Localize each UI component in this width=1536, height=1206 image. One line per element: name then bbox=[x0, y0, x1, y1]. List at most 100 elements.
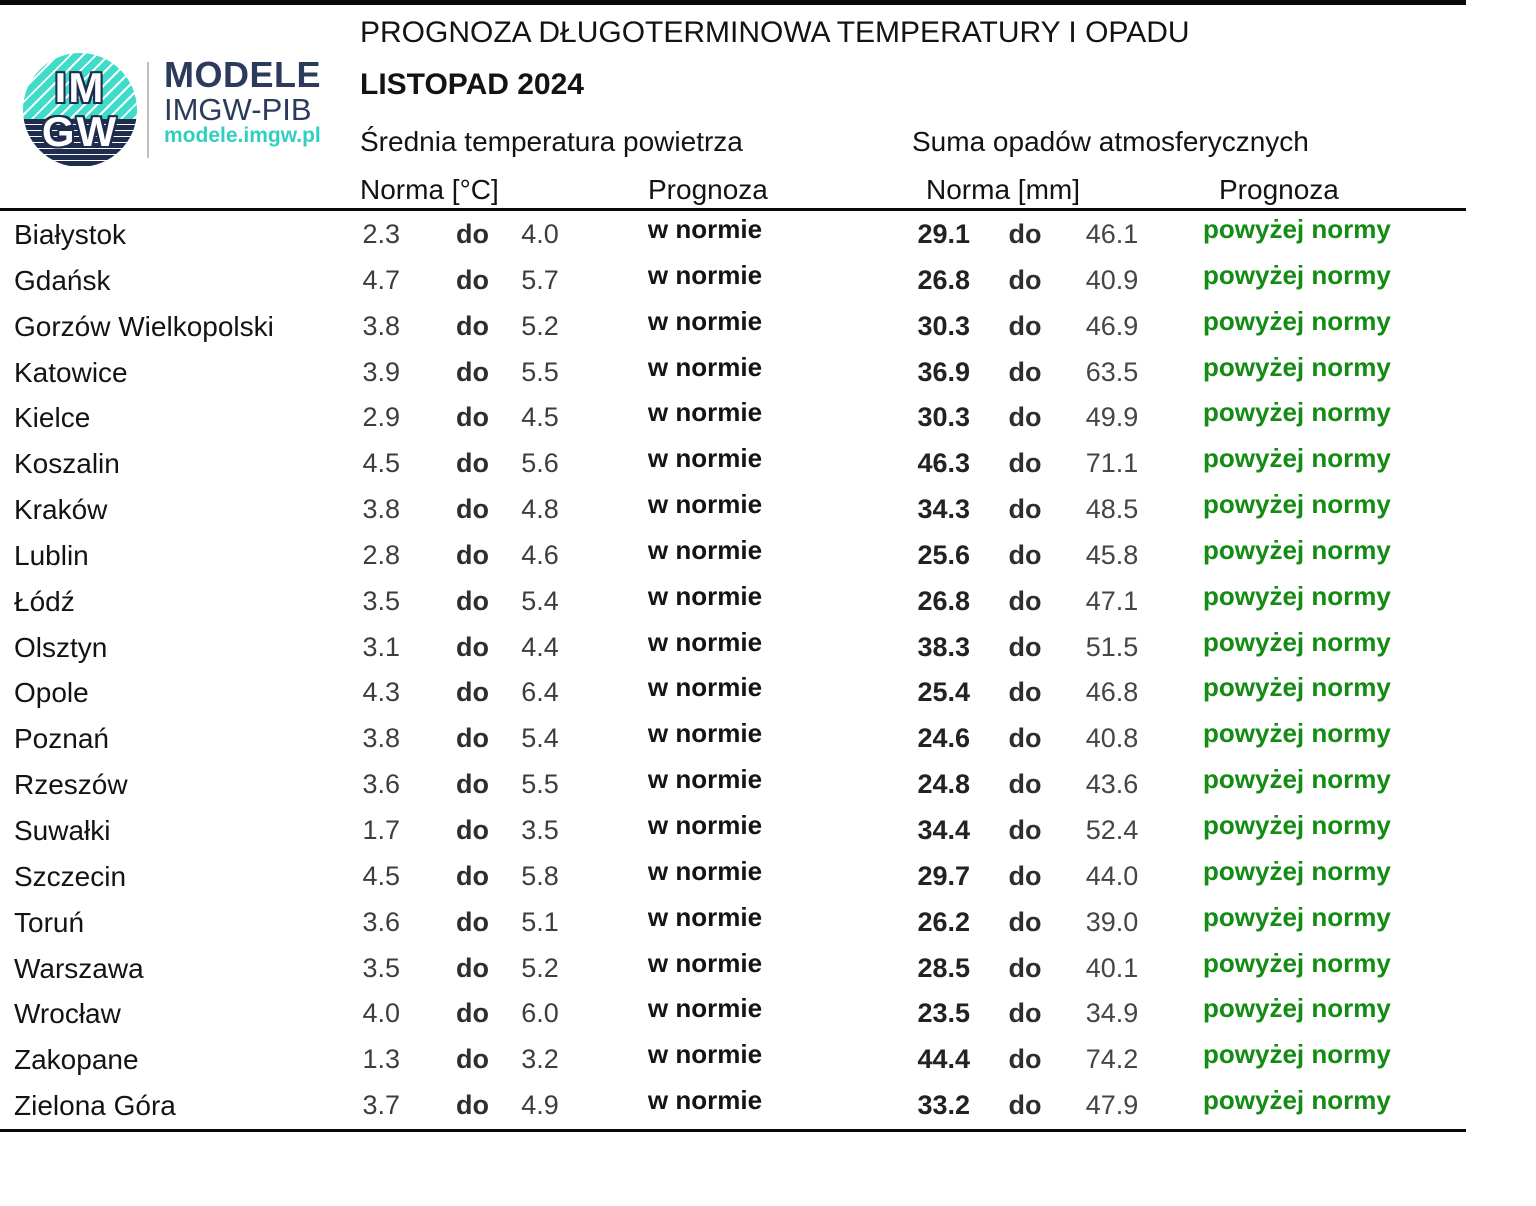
city-name: Warszawa bbox=[14, 952, 144, 984]
brand-url: modele.imgw.pl bbox=[164, 124, 321, 147]
precip-forecast-value: powyżej normy bbox=[1203, 947, 1391, 978]
temp-norm-low: 2.8 bbox=[362, 539, 400, 570]
temp-forecast-value: w normie bbox=[647, 947, 763, 978]
precip-norm-low: 33.2 bbox=[917, 1090, 970, 1121]
temp-forecast-value: w normie bbox=[647, 672, 763, 703]
city-name: Koszalin bbox=[14, 448, 120, 480]
range-word: do bbox=[456, 723, 489, 754]
temp-norm-low: 2.3 bbox=[362, 219, 400, 249]
city-name: Toruń bbox=[14, 906, 85, 938]
city-name: Opole bbox=[14, 677, 89, 709]
temp-norm-high: 5.5 bbox=[521, 769, 559, 800]
table-row: Lublin 2.8 do 4.6 w normie 25.6 do 45.8 … bbox=[0, 533, 1536, 579]
precip-norm-high: 44.0 bbox=[1085, 860, 1139, 891]
precip-norm-low: 30.3 bbox=[917, 402, 970, 433]
precip-norm-low: 34.4 bbox=[917, 814, 970, 845]
precip-forecast-value: powyżej normy bbox=[1203, 534, 1391, 565]
table-row: Szczecin 4.5 do 5.8 w normie 29.7 do 44.… bbox=[0, 854, 1536, 900]
temp-norm-low: 3.8 bbox=[362, 723, 400, 754]
range-word: do bbox=[456, 310, 489, 341]
precip-norm-low: 30.3 bbox=[917, 310, 970, 341]
precip-forecast-value: powyżej normy bbox=[1203, 259, 1391, 290]
range-word: do bbox=[456, 264, 489, 295]
temp-norm-low: 4.3 bbox=[362, 677, 400, 708]
precip-norm-high: 47.9 bbox=[1085, 1090, 1139, 1121]
precip-norm-low: 28.5 bbox=[917, 952, 970, 983]
table-row: Łódź 3.5 do 5.4 w normie 26.8 do 47.1 po… bbox=[0, 579, 1536, 625]
temp-norm-high: 4.5 bbox=[521, 402, 559, 433]
brand-institute: IMGW-PIB bbox=[164, 92, 312, 127]
table-row: Poznań 3.8 do 5.4 w normie 24.6 do 40.8 … bbox=[0, 716, 1536, 762]
precip-norm-high: 74.2 bbox=[1085, 1044, 1139, 1075]
temp-norm-low: 3.5 bbox=[362, 952, 400, 983]
temp-forecast-value: w normie bbox=[647, 1085, 763, 1116]
precip-norm-high: 40.9 bbox=[1085, 264, 1139, 295]
precip-norm-low: 26.8 bbox=[917, 264, 970, 295]
temp-forecast-value: w normie bbox=[647, 214, 763, 244]
temp-forecast-value: w normie bbox=[647, 534, 763, 565]
temp-norm-low: 4.7 bbox=[362, 264, 400, 295]
temp-norm-high: 4.4 bbox=[521, 631, 559, 662]
range-word: do bbox=[456, 539, 489, 570]
temp-norm-low: 3.6 bbox=[362, 769, 400, 800]
precip-norm-high: 40.8 bbox=[1085, 723, 1139, 754]
city-name: Poznań bbox=[14, 723, 109, 755]
temp-norm-low: 1.7 bbox=[362, 814, 400, 845]
precip-norm-high: 40.1 bbox=[1085, 952, 1139, 983]
precip-forecast-value: powyżej normy bbox=[1203, 489, 1391, 520]
precip-forecast-value: powyżej normy bbox=[1203, 855, 1391, 886]
range-word: do bbox=[1008, 998, 1042, 1029]
precip-norm-high: 46.1 bbox=[1085, 219, 1139, 249]
range-word: do bbox=[456, 631, 489, 662]
city-name: Zakopane bbox=[14, 1044, 139, 1076]
range-word: do bbox=[1008, 1090, 1042, 1121]
temp-norm-low: 4.5 bbox=[362, 448, 400, 479]
city-name: Katowice bbox=[14, 356, 128, 388]
temp-norm-high: 5.8 bbox=[521, 860, 559, 891]
precip-forecast-value: powyżej normy bbox=[1203, 1039, 1391, 1070]
precip-norm-high: 39.0 bbox=[1085, 906, 1139, 937]
precip-forecast-value: powyżej normy bbox=[1203, 993, 1391, 1024]
table-row: Kraków 3.8 do 4.8 w normie 34.3 do 48.5 … bbox=[0, 487, 1536, 533]
range-word: do bbox=[456, 906, 489, 937]
range-word: do bbox=[456, 1044, 489, 1075]
table-row: Warszawa 3.5 do 5.2 w normie 28.5 do 40.… bbox=[0, 946, 1536, 992]
city-name: Łódź bbox=[14, 585, 75, 617]
precip-forecast-value: powyżej normy bbox=[1203, 901, 1391, 932]
precip-norm-low: 24.6 bbox=[917, 723, 970, 754]
range-word: do bbox=[1008, 264, 1042, 295]
temp-norm-high: 5.5 bbox=[521, 356, 559, 387]
temp-norm-high: 5.4 bbox=[521, 585, 559, 616]
range-word: do bbox=[456, 677, 489, 708]
temp-section-header: Średnia temperatura powietrza bbox=[360, 126, 743, 157]
temp-norm-low: 3.6 bbox=[362, 906, 400, 937]
temp-norm-high: 4.8 bbox=[521, 494, 559, 525]
precip-norm-low: 38.3 bbox=[917, 631, 970, 662]
range-word: do bbox=[1008, 631, 1042, 662]
precip-forecast-value: powyżej normy bbox=[1203, 626, 1391, 657]
precip-norm-low: 36.9 bbox=[917, 356, 970, 387]
range-word: do bbox=[1008, 494, 1042, 525]
precip-norm-low: 29.1 bbox=[917, 219, 970, 249]
temp-norm-high: 5.2 bbox=[521, 952, 559, 983]
range-word: do bbox=[1008, 585, 1042, 616]
range-word: do bbox=[1008, 539, 1042, 570]
temp-norm-high: 5.6 bbox=[521, 448, 559, 479]
city-name: Gdańsk bbox=[14, 264, 111, 296]
precip-forecast-value: powyżej normy bbox=[1203, 305, 1391, 336]
temp-forecast-value: w normie bbox=[647, 993, 763, 1024]
precip-norm-high: 48.5 bbox=[1085, 494, 1139, 525]
temp-norm-high: 4.0 bbox=[521, 219, 559, 249]
precip-norm-low: 26.2 bbox=[917, 906, 970, 937]
temp-forecast-value: w normie bbox=[647, 259, 763, 290]
temp-norm-high: 6.4 bbox=[521, 677, 559, 708]
precip-norm-low: 26.8 bbox=[917, 585, 970, 616]
temp-forecast-value: w normie bbox=[647, 351, 763, 382]
range-word: do bbox=[1008, 1044, 1042, 1075]
city-name: Gorzów Wielkopolski bbox=[14, 310, 274, 342]
temp-norm-high: 6.0 bbox=[521, 998, 559, 1029]
precip-forecast-value: powyżej normy bbox=[1203, 397, 1391, 428]
temp-norm-high: 5.2 bbox=[521, 310, 559, 341]
temp-norm-low: 3.1 bbox=[362, 631, 400, 662]
precip-norm-low: 24.8 bbox=[917, 769, 970, 800]
